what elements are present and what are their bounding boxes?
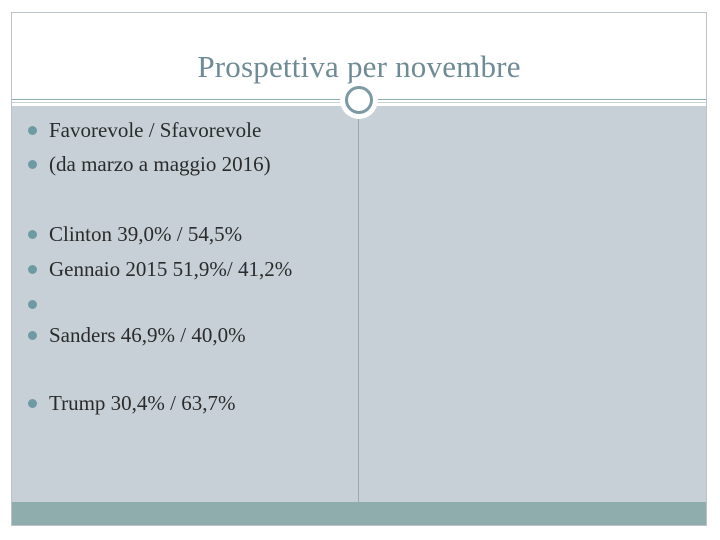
bullet-dot-icon: [28, 300, 37, 309]
bullet-dot-icon: [28, 126, 37, 135]
bullet-text: Gennaio 2015 51,9%/ 41,2%: [49, 257, 293, 281]
slide-title: Prospettiva per novembre: [197, 49, 521, 84]
bullet-item: Sanders 46,9% / 40,0%: [28, 322, 358, 352]
bullet-dot-icon: [28, 331, 37, 340]
ring-icon: [345, 86, 373, 114]
bullet-text: Trump 30,4% / 63,7%: [49, 391, 236, 415]
footer-band: [12, 502, 706, 525]
bullet-item: Favorevole / Sfavorevole: [28, 117, 358, 147]
bullet-text: Sanders 46,9% / 40,0%: [49, 323, 246, 347]
vertical-divider: [358, 106, 359, 502]
bullet-item: Trump 30,4% / 63,7%: [28, 390, 358, 420]
bullet-dot-icon: [28, 399, 37, 408]
bullet-item: Gennaio 2015 51,9%/ 41,2%: [28, 256, 358, 286]
bullet-item: Clinton 39,0% / 54,5%: [28, 221, 358, 251]
bullet-dot-icon: [28, 230, 37, 239]
bullet-item: (da marzo a maggio 2016): [28, 151, 358, 181]
bullet-item: [28, 291, 358, 321]
bullet-dot-icon: [28, 160, 37, 169]
content-panel: [12, 106, 706, 502]
circle-ornament-icon: [340, 81, 378, 119]
bullet-dot-icon: [28, 265, 37, 274]
bullet-text: Favorevole / Sfavorevole: [49, 118, 262, 142]
bullet-text: Clinton 39,0% / 54,5%: [49, 222, 243, 246]
bullet-text: (da marzo a maggio 2016): [49, 152, 271, 176]
